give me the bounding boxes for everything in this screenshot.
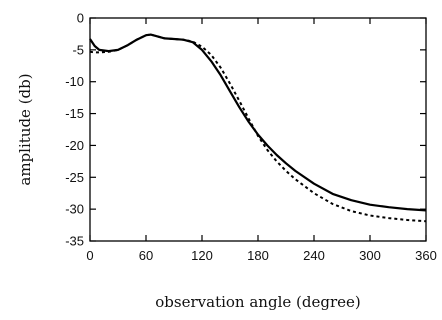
dashed-series-line — [89, 33, 427, 223]
x-tick-label: 240 — [303, 248, 325, 263]
tick-labels: 0 60 120 180 240 300 360 0 -5 -10 -15 -20 -25 -30 -35 — [65, 11, 437, 264]
x-tick-label: 0 — [86, 248, 93, 263]
y-tick-label: -20 — [65, 138, 84, 153]
y-axis-title: amplitude (db) — [16, 73, 34, 185]
x-tick-label: 300 — [359, 248, 381, 263]
x-tick-label: 180 — [247, 248, 269, 263]
x-tick-label: 60 — [139, 248, 153, 263]
plot-frame — [89, 17, 427, 242]
y-tick-label: 0 — [77, 11, 84, 26]
series-lines — [89, 33, 427, 223]
y-tick-label: -25 — [65, 170, 84, 185]
y-tick-label: -15 — [65, 106, 84, 121]
x-axis-title: observation angle (degree) — [155, 293, 360, 311]
y-tick-label: -5 — [72, 42, 84, 57]
x-tick-label: 360 — [415, 248, 437, 263]
y-tick-label: -30 — [65, 202, 84, 217]
ticks — [89, 17, 427, 242]
x-tick-label: 120 — [191, 248, 213, 263]
solid-series-line — [89, 33, 427, 212]
y-tick-label: -35 — [65, 234, 84, 249]
y-tick-label: -10 — [65, 74, 84, 89]
